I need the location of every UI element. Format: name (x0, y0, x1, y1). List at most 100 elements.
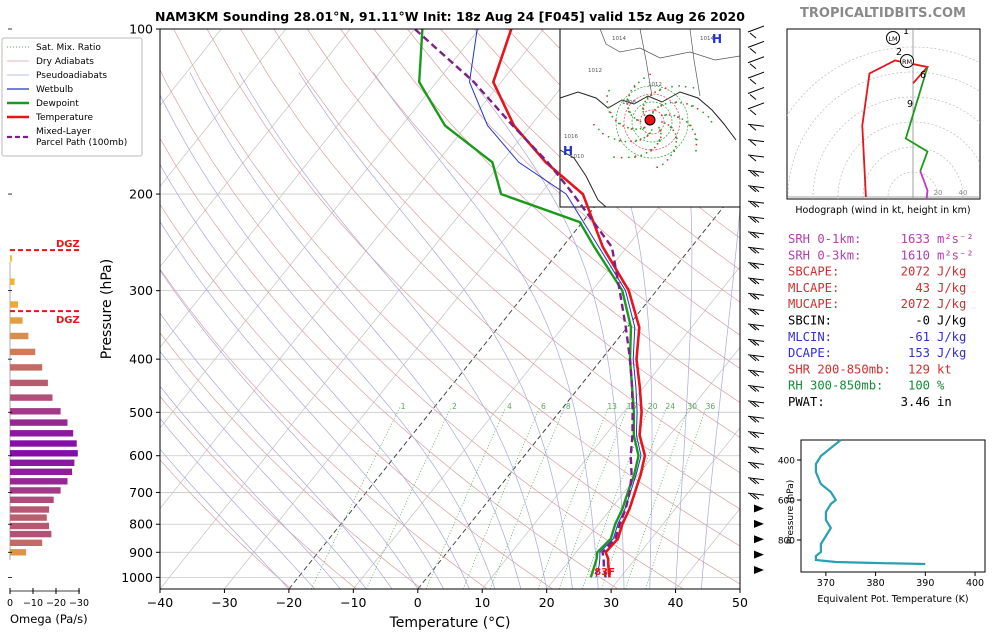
wind-barb-staff (747, 40, 765, 48)
wind-barb-flag (754, 504, 764, 513)
wind-barb-feather (749, 186, 757, 193)
omega-bar (10, 506, 50, 513)
map-precip-dot (620, 156, 623, 159)
wind-barb-feather (749, 170, 757, 177)
trace-dewpoint (417, 29, 640, 578)
mixing-ratio-label: 4 (507, 402, 512, 411)
map-precip-dot (667, 124, 670, 126)
dry-adiabat (373, 29, 740, 369)
map-precip-dot (694, 138, 697, 140)
map-precip-dot (609, 111, 612, 114)
index-unit: J/kg (937, 330, 966, 344)
omega-bar (10, 332, 29, 340)
wind-barb-feather (752, 278, 760, 285)
wind-barb-feather (749, 293, 757, 300)
wind-barb-staff (747, 415, 765, 419)
mixing-ratio-label: 13 (607, 402, 617, 411)
omega-bar (10, 549, 27, 556)
mixing-ratio-line (425, 407, 507, 589)
wind-barb-feather (749, 340, 757, 346)
wind-barb (747, 102, 765, 116)
index-value: 153 (908, 346, 930, 360)
wind-barb-feather (749, 263, 757, 269)
map-precip-dot (630, 89, 633, 92)
omega-panel: DGZ DGZ 0 −10 −20 −30 (7, 28, 89, 609)
index-value: 129 (908, 362, 930, 376)
map-precip-dot (619, 122, 621, 125)
theta-e-x-tick-label: 370 (817, 578, 835, 589)
index-value: 3.46 (901, 395, 930, 409)
map-precip-dot (661, 163, 664, 166)
wind-barb-feather (752, 401, 760, 408)
y-tick-label: 900 (129, 545, 153, 560)
wind-barb-feather (749, 447, 757, 454)
omega-bar (10, 317, 23, 324)
map-precip-dot (646, 134, 649, 137)
wind-barb (747, 323, 765, 331)
wind-barb (754, 519, 764, 528)
wind-barb-staff (747, 200, 765, 204)
isotherm--90 (160, 29, 287, 187)
map-precip-dot (650, 148, 653, 151)
pseudoadiabat (160, 385, 341, 589)
wind-barb-staff (747, 338, 765, 342)
wind-barb-staff (747, 385, 765, 389)
map-precip-dot (627, 126, 629, 129)
map-pressure-label: 1016 (564, 134, 578, 140)
map-precip-dot (635, 119, 638, 121)
theta-e-line (814, 439, 926, 566)
map-precip-dot (661, 121, 663, 123)
index-value: -61 (908, 330, 930, 344)
dgz-label: DGZ (56, 315, 80, 326)
theta-e-y-tick-label: 800 (778, 537, 795, 547)
index-row: RH 300-850mb: 100% (788, 379, 945, 393)
wind-barb (747, 87, 765, 100)
map-isobar-ring (639, 109, 665, 135)
wind-barb-feather (749, 124, 757, 131)
wind-barb-flag (754, 519, 764, 528)
map-pressure-label: 1012 (588, 68, 602, 74)
omega-bar (10, 348, 36, 356)
map-pressure-label: 1008 (622, 100, 636, 106)
wind-barb (754, 504, 764, 513)
isotherm--60 (160, 29, 480, 429)
map-precip-dot (642, 104, 645, 107)
wind-barb (747, 446, 765, 454)
legend-label: Pseudoadiabats (36, 71, 107, 81)
map-precip-dot (669, 101, 672, 104)
mixing-ratio-label: 36 (706, 402, 716, 411)
wind-barb (754, 566, 764, 574)
hodograph-rm-marker (900, 54, 914, 68)
wind-barb (747, 123, 765, 131)
legend-label: Dewpoint (36, 99, 79, 109)
wind-barb-feather (749, 217, 757, 223)
map-precip-dot (617, 122, 620, 125)
map-precip-dot (643, 126, 646, 129)
map-precip-dot (629, 111, 631, 114)
skewt-ylabel: Pressure (hPa) (99, 259, 115, 359)
map-precip-dot (613, 138, 616, 140)
wind-barb-staff (747, 154, 765, 158)
wind-barb (747, 154, 765, 162)
pseudoadiabat (160, 163, 470, 589)
index-unit: J/kg (937, 297, 966, 311)
y-tick-label: 200 (129, 187, 153, 202)
map-precip-dot (710, 120, 713, 123)
dry-adiabat (160, 203, 553, 589)
wind-barb-staff (747, 461, 765, 465)
dry-adiabat (160, 137, 619, 589)
wind-barb-flag (754, 535, 764, 544)
theta-e-xlabel: Equivalent Pot. Temperature (K) (817, 594, 968, 605)
map-precip-dot (649, 73, 652, 76)
pseudoadiabat (573, 72, 653, 589)
map-precip-dot (671, 85, 673, 88)
wind-barb (747, 492, 765, 500)
wind-barb-feather (749, 78, 757, 85)
theta-e-x-tick-label: 380 (867, 578, 885, 589)
pseudoadiabat (189, 72, 522, 589)
map-precip-dot (657, 106, 659, 108)
map-location-marker (644, 114, 656, 126)
x-tick-label: −10 (340, 595, 366, 610)
wind-barb-staff (747, 169, 765, 173)
